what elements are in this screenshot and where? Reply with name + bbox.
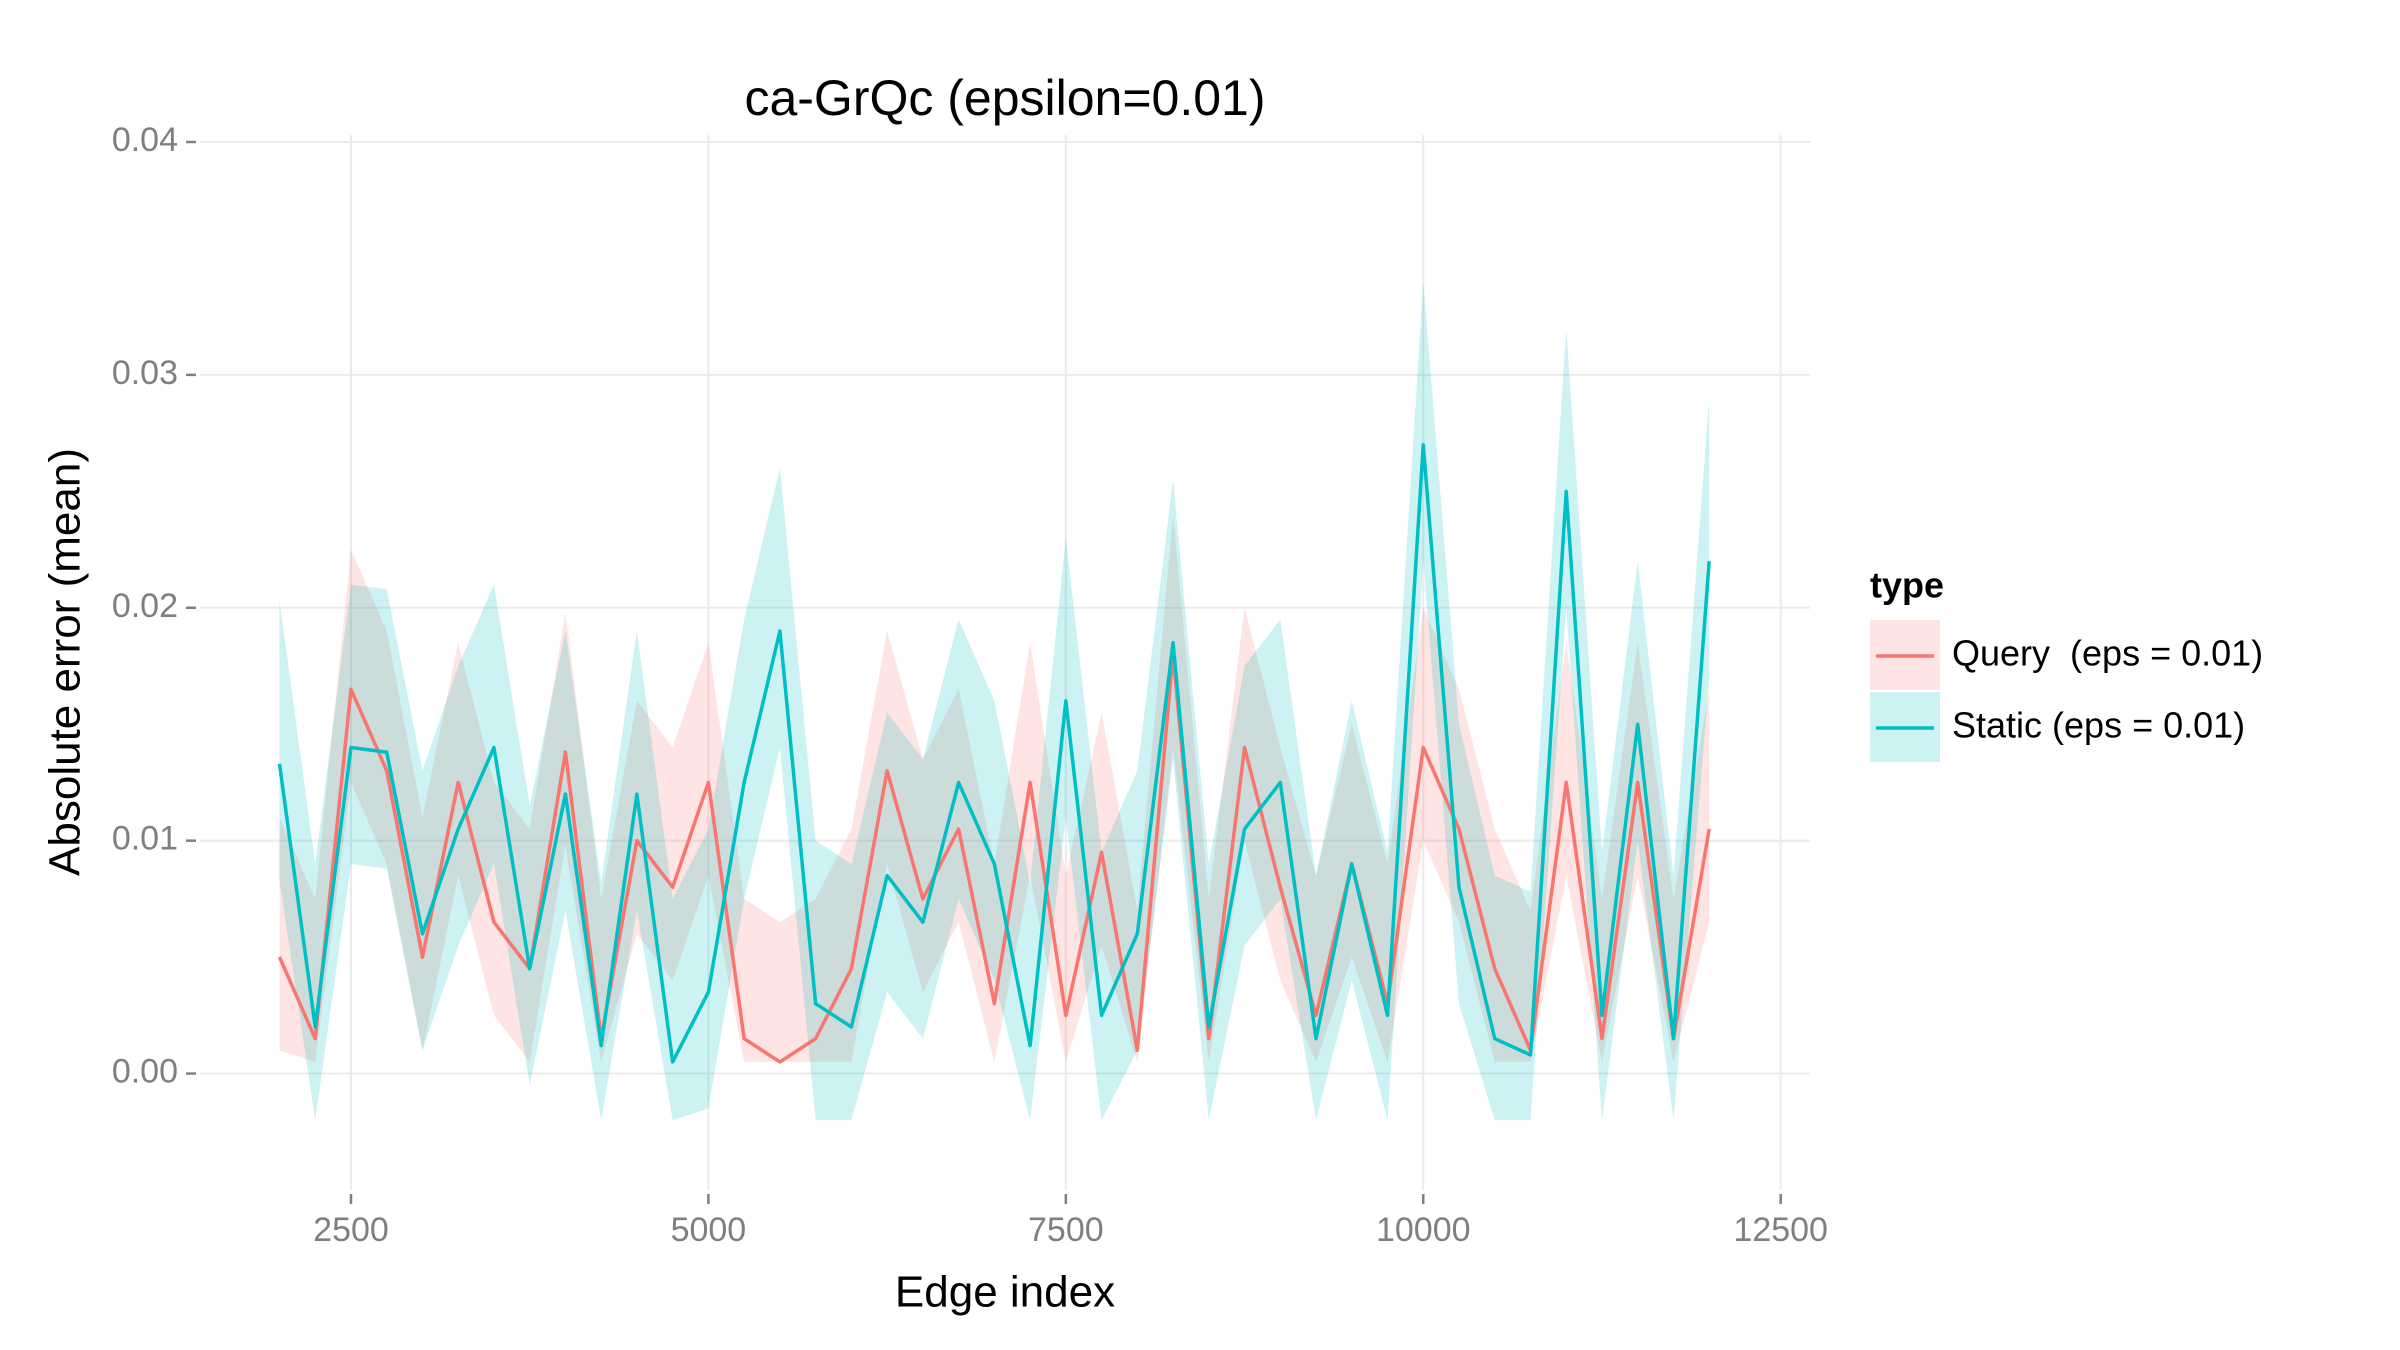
x-axis-label: Edge index <box>895 1268 1115 1317</box>
line <box>277 652 1711 1064</box>
y-tick-label: 0.04 <box>112 121 178 159</box>
x-tick-label: 12500 <box>1733 1211 1828 1249</box>
y-tick-label: 0.02 <box>112 587 178 625</box>
x-tick-label: 7500 <box>1028 1211 1104 1249</box>
y-tick-label: 0.03 <box>112 354 178 392</box>
grid <box>200 135 1810 1190</box>
ribbon <box>279 281 1710 1121</box>
y-tick-label: 0.00 <box>112 1053 178 1091</box>
legend-title: type <box>1870 565 1944 606</box>
x-tick-label: 10000 <box>1376 1211 1471 1249</box>
legend-label: Static (eps = 0.01) <box>1952 705 2245 746</box>
legend-label: Query (eps = 0.01) <box>1952 633 2263 674</box>
y-axis-label: Absolute error (mean) <box>41 448 90 876</box>
x-tick-label: 5000 <box>671 1211 747 1249</box>
ribbon <box>279 514 1710 1062</box>
line <box>277 442 1711 1064</box>
x-tick-label: 2500 <box>313 1211 389 1249</box>
y-tick-label: 0.01 <box>112 820 178 858</box>
chart-title: ca-GrQc (epsilon=0.01) <box>744 70 1265 126</box>
